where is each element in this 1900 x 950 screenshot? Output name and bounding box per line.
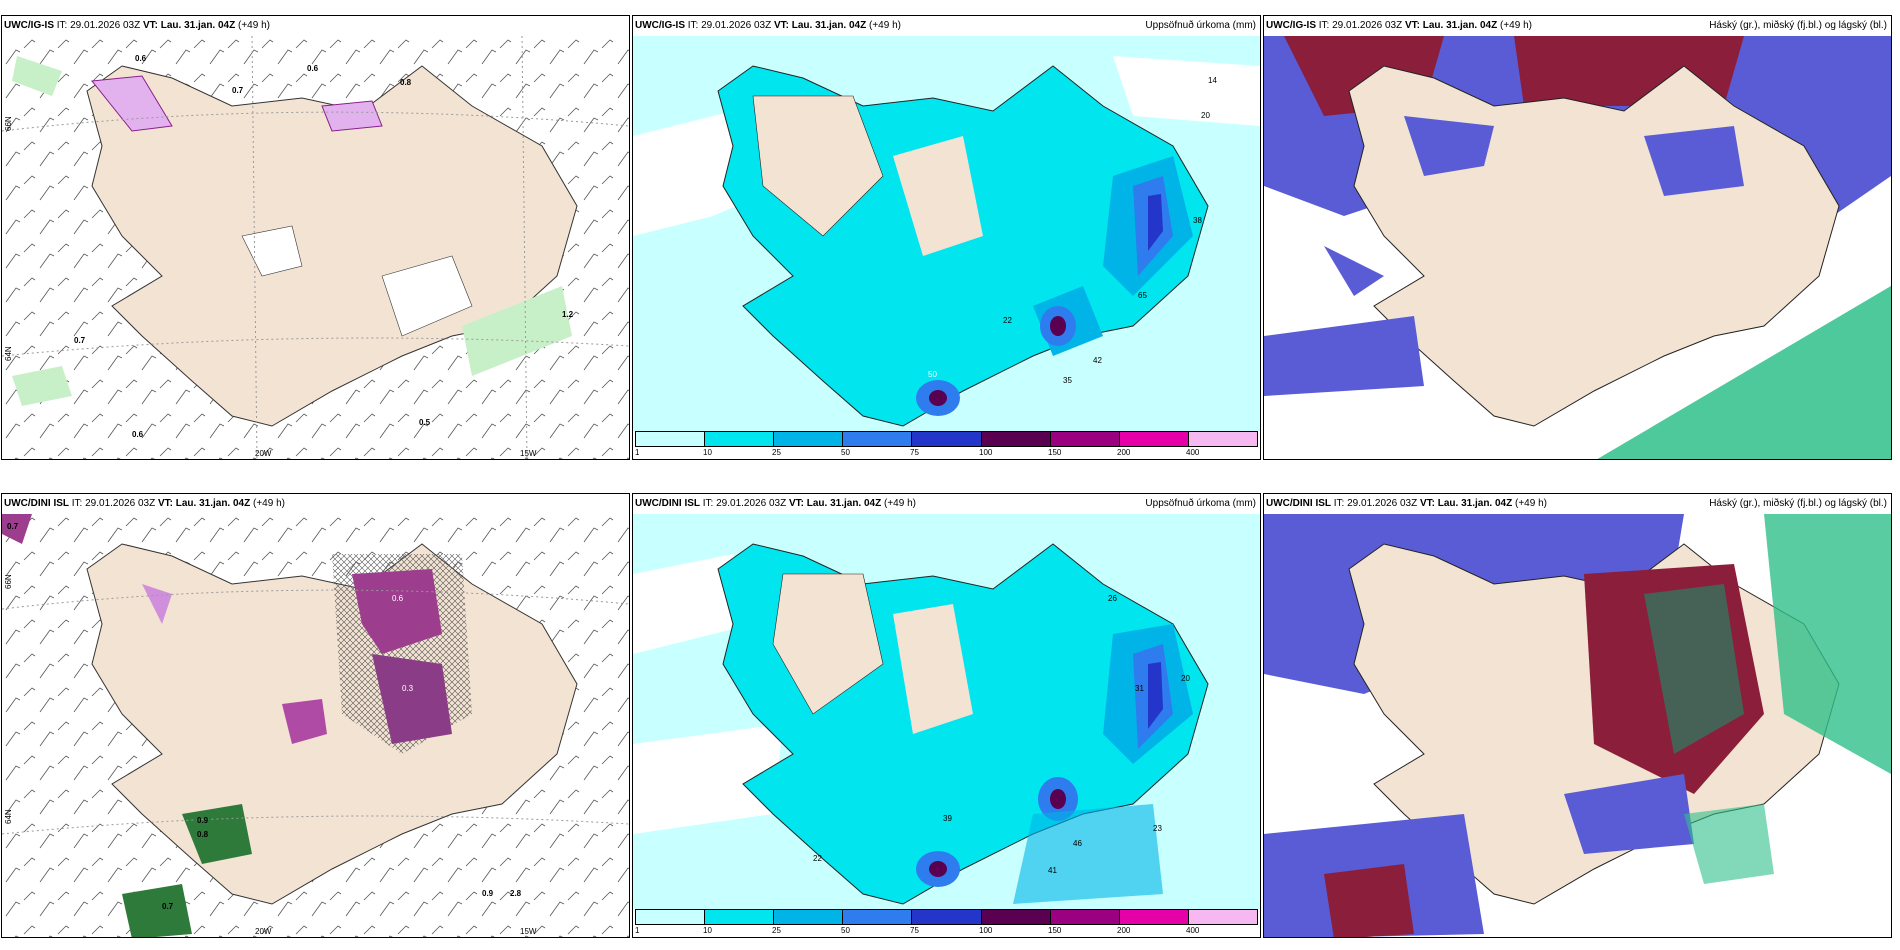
colorbar-cell xyxy=(1188,432,1257,446)
snow-value: 0.9 xyxy=(482,889,494,898)
panel-header: UWC/DINI ISL IT: 29.01.2026 03Z VT: Lau.… xyxy=(2,494,629,514)
colorbar-tick: 1 xyxy=(635,926,640,935)
map-panel-ig-is-clouds: UWC/IG-IS IT: 29.01.2026 03Z VT: Lau. 31… xyxy=(1263,15,1892,460)
colorbar-tick: 10 xyxy=(703,448,712,457)
colorbar-cell xyxy=(912,432,982,446)
lon-label: 15W xyxy=(520,449,537,458)
precip-value: 20 xyxy=(1181,674,1190,683)
colorbar-cell xyxy=(1119,910,1189,924)
precip-colorbar: 1 10 25 50 75 100 150 200 400 xyxy=(633,909,1260,937)
precip-colorbar: 1 10 25 50 75 100 150 200 400 xyxy=(633,431,1260,459)
panel-header: UWC/IG-IS IT: 29.01.2026 03Z VT: Lau. 31… xyxy=(633,16,1260,36)
colorbar-cell xyxy=(774,432,844,446)
colorbar-tick: 400 xyxy=(1186,926,1200,935)
precip-value: 42 xyxy=(1093,356,1102,365)
colorbar-cell xyxy=(1050,910,1120,924)
colorbar-cell xyxy=(981,432,1051,446)
snow-value: 0.8 xyxy=(197,830,209,839)
precip-value: 26 xyxy=(1108,594,1117,603)
colorbar-tick: 200 xyxy=(1117,448,1131,457)
lon-label: 15W xyxy=(520,927,537,936)
precip-value: 65 xyxy=(1138,291,1147,300)
snow-value: 0.7 xyxy=(162,902,174,911)
cloud-map xyxy=(1264,514,1891,937)
snow-value: 0.7 xyxy=(74,336,86,345)
map-panel-ig-is-precip: UWC/IG-IS IT: 29.01.2026 03Z VT: Lau. 31… xyxy=(632,15,1261,460)
map-panel-ig-is-snow: UWC/IG-IS IT: 29.01.2026 03Z VT: Lau. 31… xyxy=(1,15,630,460)
map-panel-dini-clouds: UWC/DINI ISL IT: 29.01.2026 03Z VT: Lau.… xyxy=(1263,493,1892,938)
map-panel-dini-precip: UWC/DINI ISL IT: 29.01.2026 03Z VT: Lau.… xyxy=(632,493,1261,938)
panel-header: UWC/IG-IS IT: 29.01.2026 03Z VT: Lau. 31… xyxy=(2,16,629,36)
precip-value: 31 xyxy=(1135,684,1144,693)
snow-value: 0.7 xyxy=(7,522,19,531)
colorbar-cell xyxy=(774,910,844,924)
panel-header: UWC/IG-IS IT: 29.01.2026 03Z VT: Lau. 31… xyxy=(1264,16,1891,36)
colorbar-cell xyxy=(981,910,1051,924)
precip-value: 22 xyxy=(813,854,822,863)
lat-label: 66N xyxy=(4,574,13,589)
map-panel-dini-snow: UWC/DINI ISL IT: 29.01.2026 03Z VT: Lau.… xyxy=(1,493,630,938)
colorbar-tick: 150 xyxy=(1048,926,1062,935)
snow-value: 0.6 xyxy=(132,430,144,439)
colorbar-tick: 100 xyxy=(979,926,993,935)
colorbar-tick: 200 xyxy=(1117,926,1131,935)
colorbar-cell xyxy=(1188,910,1257,924)
lat-label: 64N xyxy=(4,346,13,361)
colorbar-cell xyxy=(636,910,706,924)
colorbar-tick: 50 xyxy=(841,448,850,457)
colorbar-tick: 1 xyxy=(635,448,640,457)
colorbar-tick: 150 xyxy=(1048,448,1062,457)
colorbar-cell xyxy=(1119,432,1189,446)
snow-value: 0.9 xyxy=(197,816,209,825)
precip-value: 50 xyxy=(928,370,937,379)
snow-value: 0.7 xyxy=(232,86,244,95)
precip-value: 23 xyxy=(1153,824,1162,833)
snow-value: 0.6 xyxy=(135,54,147,63)
colorbar-cell xyxy=(843,910,913,924)
iceland-landmass xyxy=(86,65,578,427)
colorbar-cell xyxy=(705,432,775,446)
colorbar-cell xyxy=(636,432,706,446)
precip-value: 41 xyxy=(1048,866,1057,875)
colorbar-tick: 25 xyxy=(772,448,781,457)
colorbar-tick: 100 xyxy=(979,448,993,457)
colorbar-cell xyxy=(912,910,982,924)
colorbar-tick: 75 xyxy=(910,448,919,457)
panel-header: UWC/DINI ISL IT: 29.01.2026 03Z VT: Lau.… xyxy=(633,494,1260,514)
precip-value: 20 xyxy=(1201,111,1210,120)
colorbar-tick: 25 xyxy=(772,926,781,935)
precip-value: 35 xyxy=(1063,376,1072,385)
precip-value: 39 xyxy=(943,814,952,823)
precip-value: 38 xyxy=(1193,216,1202,225)
snow-value: 0.8 xyxy=(400,78,412,87)
colorbar-tick: 50 xyxy=(841,926,850,935)
colorbar-cell xyxy=(843,432,913,446)
snow-value: 1.2 xyxy=(562,310,574,319)
snow-value: 0.5 xyxy=(419,418,431,427)
snow-value: 0.6 xyxy=(307,64,319,73)
precip-value: 14 xyxy=(1208,76,1217,85)
colorbar-cell xyxy=(705,910,775,924)
colorbar-tick: 10 xyxy=(703,926,712,935)
panel-header: UWC/DINI ISL IT: 29.01.2026 03Z VT: Lau.… xyxy=(1264,494,1891,514)
iceland-map xyxy=(2,36,629,459)
precip-value: 22 xyxy=(1003,316,1012,325)
snow-value: 2.8 xyxy=(510,889,522,898)
colorbar-cell xyxy=(1050,432,1120,446)
precip-value: 46 xyxy=(1073,839,1082,848)
snow-value: 0.6 xyxy=(392,594,404,603)
lon-label: 20W xyxy=(255,449,272,458)
precip-map xyxy=(633,36,1260,431)
colorbar-tick: 75 xyxy=(910,926,919,935)
precip-map xyxy=(633,514,1260,909)
cloud-map xyxy=(1264,36,1891,459)
iceland-map xyxy=(2,514,629,937)
lon-label: 20W xyxy=(255,927,272,936)
colorbar-tick: 400 xyxy=(1186,448,1200,457)
lat-label: 64N xyxy=(4,809,13,824)
snow-value: 0.3 xyxy=(402,684,414,693)
lat-label: 66N xyxy=(4,116,13,131)
